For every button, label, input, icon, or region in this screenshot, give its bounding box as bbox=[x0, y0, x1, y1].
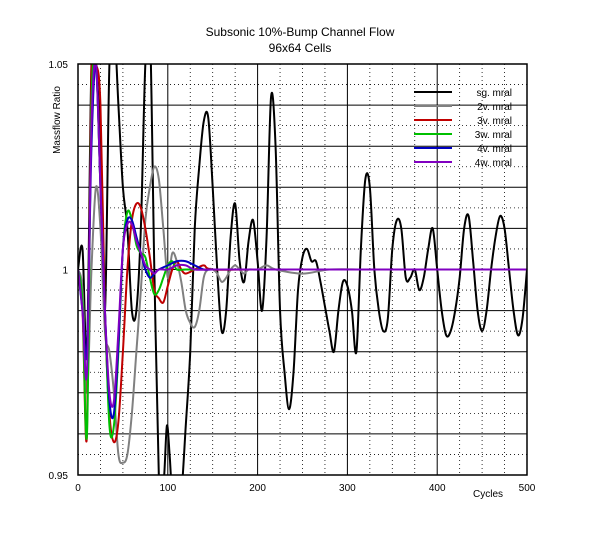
legend-label: 2v. mral bbox=[477, 102, 512, 113]
legend-label: sg. mral bbox=[476, 88, 512, 99]
x-tick-label: 400 bbox=[429, 483, 446, 494]
x-tick-label: 200 bbox=[249, 483, 266, 494]
x-tick-label: 500 bbox=[519, 483, 536, 494]
y-axis-label: Massflow Ratio bbox=[52, 86, 63, 154]
x-tick-label: 300 bbox=[339, 483, 356, 494]
legend: sg. mral 2v. mral 3v. mral 3w. mral 4v. mral… bbox=[414, 88, 512, 169]
tick-labels: 0 100 200 300 400 500 0.95 1 1.05 bbox=[49, 60, 536, 494]
y-tick-label: 1 bbox=[62, 266, 68, 277]
x-tick-label: 0 bbox=[75, 483, 81, 494]
legend-label: 4w. mral bbox=[475, 158, 512, 169]
chart-subtitle: 96x64 Cells bbox=[269, 41, 332, 55]
legend-label: 3w. mral bbox=[475, 130, 512, 141]
legend-label: 3v. mral bbox=[477, 116, 512, 127]
series-line-1 bbox=[78, 64, 527, 475]
legend-label: 4v. mral bbox=[477, 144, 512, 155]
y-tick-label: 0.95 bbox=[49, 471, 69, 482]
chart-title: Subsonic 10%-Bump Channel Flow bbox=[206, 25, 395, 39]
x-axis-label: Cycles bbox=[473, 489, 503, 500]
series-line-2 bbox=[78, 165, 527, 465]
series-line-3 bbox=[78, 64, 527, 444]
y-tick-label: 1.05 bbox=[49, 60, 69, 71]
plot-frame bbox=[77, 63, 528, 476]
x-tick-label: 100 bbox=[159, 483, 176, 494]
series-line-6 bbox=[78, 64, 527, 408]
